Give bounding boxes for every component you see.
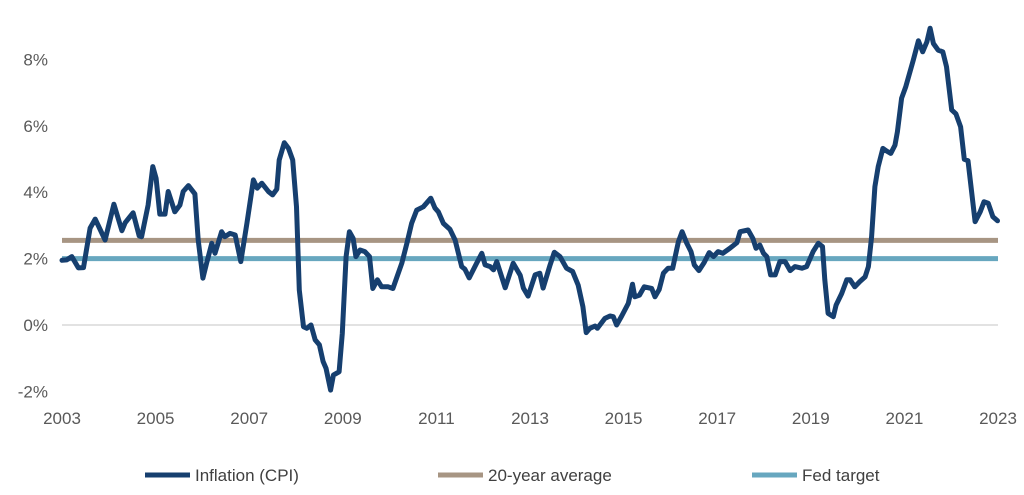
x-tick-label: 2009 xyxy=(324,409,362,428)
y-tick-label: 2% xyxy=(23,250,48,269)
x-tick-label: 2019 xyxy=(792,409,830,428)
x-tick-label: 2005 xyxy=(137,409,175,428)
x-tick-label: 2003 xyxy=(43,409,81,428)
x-tick-label: 2007 xyxy=(230,409,268,428)
legend-label-cpi: Inflation (CPI) xyxy=(195,466,299,485)
legend-label-average: 20-year average xyxy=(488,466,612,485)
y-tick-label: -2% xyxy=(18,382,48,401)
x-tick-label: 2015 xyxy=(605,409,643,428)
y-axis-ticks: -2% 0% 2% 4% 6% 8% xyxy=(18,50,48,401)
y-tick-label: 0% xyxy=(23,316,48,335)
y-tick-label: 6% xyxy=(23,117,48,136)
x-tick-label: 2013 xyxy=(511,409,549,428)
y-tick-label: 4% xyxy=(23,183,48,202)
series-inflation-cpi xyxy=(59,25,1000,393)
x-tick-label: 2017 xyxy=(698,409,736,428)
legend: Inflation (CPI) 20-year average Fed targ… xyxy=(145,466,880,485)
x-tick-label: 2021 xyxy=(885,409,923,428)
legend-label-fed: Fed target xyxy=(802,466,880,485)
x-axis-ticks: 2003 2005 2007 2009 2011 2013 2015 2017 2019 2021… xyxy=(43,409,1017,428)
x-tick-label: 2011 xyxy=(418,409,455,428)
x-tick-label: 2023 xyxy=(979,409,1017,428)
y-tick-label: 8% xyxy=(23,50,48,69)
